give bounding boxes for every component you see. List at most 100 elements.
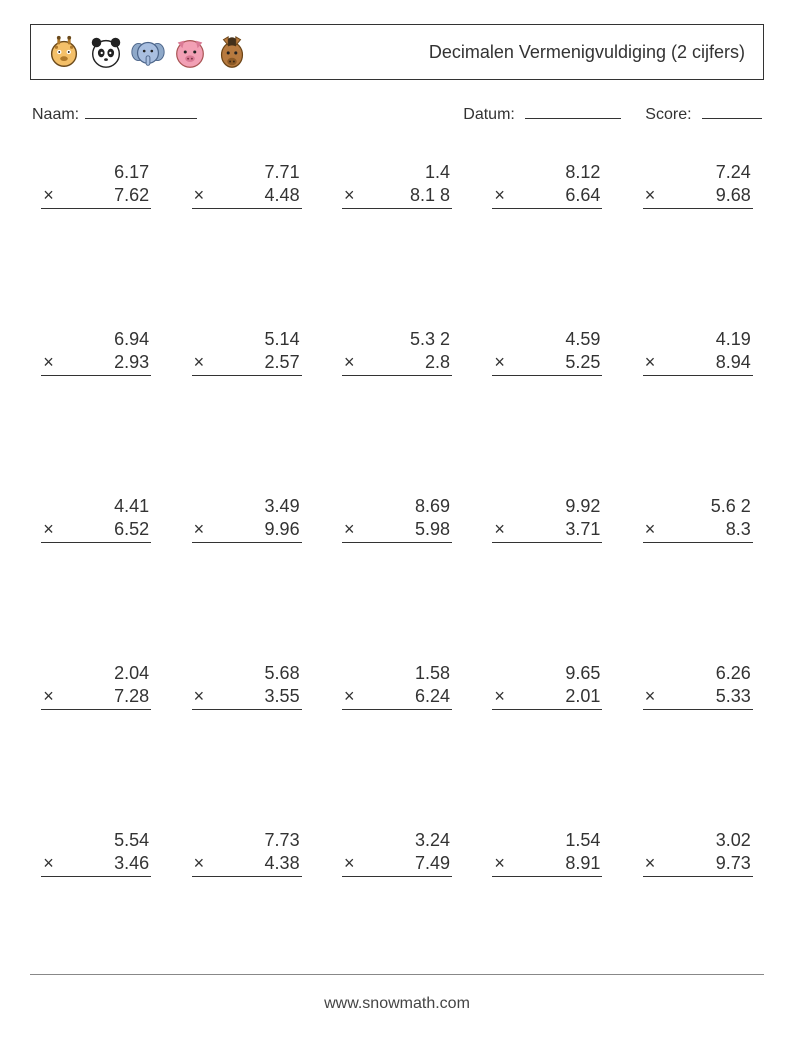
multiply-operator: ×: [194, 686, 205, 707]
problem: 5.3 2×2.8: [342, 329, 452, 376]
multiplier: 3.55: [265, 686, 300, 707]
multiplicand: 1.58: [342, 663, 452, 684]
multiply-operator: ×: [645, 686, 656, 707]
problem: 5.54×3.46: [41, 830, 151, 877]
problem: 3.24×7.49: [342, 830, 452, 877]
multiply-operator: ×: [344, 853, 355, 874]
multiplier-row: ×3.46: [41, 853, 151, 877]
date-label: Datum:: [463, 106, 515, 123]
multiplicand: 5.3 2: [342, 329, 452, 350]
multiplier: 4.38: [265, 853, 300, 874]
multiplier-row: ×5.98: [342, 519, 452, 543]
multiply-operator: ×: [645, 519, 656, 540]
multiplier: 8.94: [716, 352, 751, 373]
problem: 8.12×6.64: [492, 162, 602, 209]
multiplier-row: × 9.73: [643, 853, 753, 877]
multiplier: 2.01: [565, 686, 600, 707]
multiplier: 7.62: [114, 185, 149, 206]
panda-icon: [87, 33, 125, 71]
multiplier: 8.91: [565, 853, 600, 874]
multiply-operator: ×: [494, 352, 505, 373]
multiplicand: 6.94: [41, 329, 151, 350]
multiplicand: 4.59: [492, 329, 602, 350]
problem: 9.92×3.71: [492, 496, 602, 543]
multiplier-row: ×8.1 8: [342, 185, 452, 209]
multiplier-row: ×2.01: [492, 686, 602, 710]
multiplier-row: × 4.48: [192, 185, 302, 209]
score-blank[interactable]: [702, 102, 762, 119]
info-row: Naam: Datum: Score:: [30, 102, 764, 124]
multiplier-row: ×2.8: [342, 352, 452, 376]
multiplicand: 6.26: [643, 663, 753, 684]
multiply-operator: ×: [645, 853, 656, 874]
multiply-operator: ×: [494, 185, 505, 206]
multiplier: 9.73: [716, 853, 751, 874]
multiply-operator: ×: [194, 519, 205, 540]
multiply-operator: ×: [344, 352, 355, 373]
problem: 5.6 2×8.3: [643, 496, 753, 543]
multiplier: 8.1 8: [410, 185, 450, 206]
multiplier: 2.93: [114, 352, 149, 373]
multiplier: 2.57: [265, 352, 300, 373]
multiplier: 6.24: [415, 686, 450, 707]
problem: 9.65×2.01: [492, 663, 602, 710]
problem: 2.04×7.28: [41, 663, 151, 710]
multiply-operator: ×: [344, 686, 355, 707]
problem: 6.26× 5.33: [643, 663, 753, 710]
multiplier: 6.64: [565, 185, 600, 206]
pig-icon: [171, 33, 209, 71]
multiplier-row: × 7.62: [41, 185, 151, 209]
giraffe-icon: [45, 33, 83, 71]
multiplicand: 5.54: [41, 830, 151, 851]
multiplier: 5.98: [415, 519, 450, 540]
multiplicand: 1.4: [342, 162, 452, 183]
multiplicand: 8.69: [342, 496, 452, 517]
multiply-operator: ×: [645, 352, 656, 373]
multiply-operator: ×: [645, 185, 656, 206]
multiplier: 8.3: [726, 519, 751, 540]
multiplier-row: × 5.25: [492, 352, 602, 376]
multiplier: 9.68: [716, 185, 751, 206]
score-field-group: Score:: [645, 102, 762, 124]
multiply-operator: ×: [43, 185, 54, 206]
multiply-operator: ×: [43, 686, 54, 707]
name-field-group: Naam:: [32, 102, 197, 124]
multiply-operator: ×: [43, 352, 54, 373]
multiplicand: 7.24: [643, 162, 753, 183]
name-blank[interactable]: [85, 102, 197, 119]
problem: 3.02×9.73: [643, 830, 753, 877]
multiplier: 7.49: [415, 853, 450, 874]
multiply-operator: ×: [494, 853, 505, 874]
multiplier-row: × 2.57: [192, 352, 302, 376]
multiplier-row: × 5.33: [643, 686, 753, 710]
multiply-operator: ×: [194, 185, 205, 206]
multiplier-row: × 4.38: [192, 853, 302, 877]
multiplicand: 5.68: [192, 663, 302, 684]
multiplier: 4.48: [265, 185, 300, 206]
multiplier: 3.71: [565, 519, 600, 540]
multiply-operator: ×: [494, 519, 505, 540]
problem: 1.58× 6.24: [342, 663, 452, 710]
multiplier-row: ×7.28: [41, 686, 151, 710]
multiplicand: 1.54: [492, 830, 602, 851]
animal-icons-row: [45, 33, 251, 71]
problems-grid: 6.17×7.627.71×4.481.4×8.1 88.12×6.647.24…: [30, 162, 764, 877]
date-blank[interactable]: [525, 102, 621, 119]
multiplier: 5.33: [716, 686, 751, 707]
problem: 6.94× 2.93: [41, 329, 151, 376]
problem: 7.71×4.48: [192, 162, 302, 209]
problem: 5.68× 3.55: [192, 663, 302, 710]
multiplicand: 6.17: [41, 162, 151, 183]
multiplier-row: × 6.64: [492, 185, 602, 209]
problem: 1.54× 8.91: [492, 830, 602, 877]
multiply-operator: ×: [43, 853, 54, 874]
score-label: Score:: [645, 106, 691, 123]
multiplier-row: ×9.96: [192, 519, 302, 543]
multiplier-row: × 3.71: [492, 519, 602, 543]
multiply-operator: ×: [194, 352, 205, 373]
problem: 1.4×8.1 8: [342, 162, 452, 209]
multiplier: 5.25: [565, 352, 600, 373]
multiply-operator: ×: [194, 853, 205, 874]
problem: 7.73×4.38: [192, 830, 302, 877]
problem: 3.49×9.96: [192, 496, 302, 543]
